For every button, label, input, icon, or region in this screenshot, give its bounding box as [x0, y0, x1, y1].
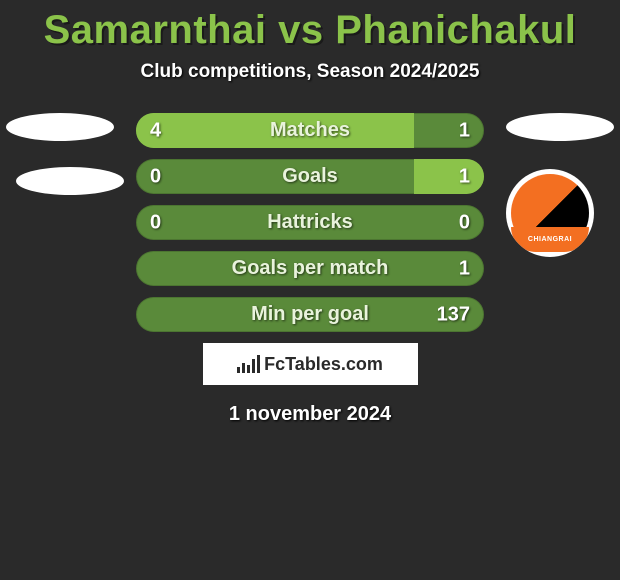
- club-badge-graphic: CHIANGRAI: [511, 174, 589, 252]
- stat-row: Goals per match 1: [136, 251, 484, 286]
- stat-row: 0 Goals 1: [136, 159, 484, 194]
- stat-row: 4 Matches 1: [136, 113, 484, 148]
- snapshot-date: 1 november 2024: [0, 403, 620, 426]
- stat-right-value: 1: [459, 119, 470, 142]
- bar-chart-icon: [237, 355, 260, 373]
- watermark: FcTables.com: [203, 343, 418, 385]
- stat-row: 0 Hattricks 0: [136, 205, 484, 240]
- player-right-shadow: [506, 113, 614, 141]
- player-left-shadow-1: [6, 113, 114, 141]
- comparison-content: CHIANGRAI 4 Matches 1 0 Goals 1 0 Hattricks 0 Goa…: [0, 113, 620, 426]
- stat-left-value: 0: [150, 211, 161, 234]
- stat-label: Goals: [282, 165, 338, 188]
- stat-right-value: 0: [459, 211, 470, 234]
- club-badge: CHIANGRAI: [506, 169, 594, 257]
- stat-label: Min per goal: [251, 303, 369, 326]
- stat-left-value: 0: [150, 165, 161, 188]
- player-left-name: Samarnthai: [44, 8, 267, 52]
- player-right-name: Phanichakul: [335, 8, 576, 52]
- watermark-text: FcTables.com: [264, 354, 383, 375]
- stat-left-value: 4: [150, 119, 161, 142]
- club-badge-text: CHIANGRAI: [511, 227, 589, 252]
- stat-right-value: 1: [459, 257, 470, 280]
- stat-row: Min per goal 137: [136, 297, 484, 332]
- stat-label: Hattricks: [267, 211, 353, 234]
- stat-fill-right: [414, 159, 484, 194]
- stat-bars: 4 Matches 1 0 Goals 1 0 Hattricks 0 Goals per mat…: [136, 113, 484, 332]
- vs-word: vs: [278, 8, 324, 52]
- stat-right-value: 1: [459, 165, 470, 188]
- comparison-title: Samarnthai vs Phanichakul: [0, 0, 620, 53]
- stat-label: Goals per match: [232, 257, 389, 280]
- stat-right-value: 137: [437, 303, 470, 326]
- stat-label: Matches: [270, 119, 350, 142]
- player-left-shadow-2: [16, 167, 124, 195]
- subtitle: Club competitions, Season 2024/2025: [0, 61, 620, 83]
